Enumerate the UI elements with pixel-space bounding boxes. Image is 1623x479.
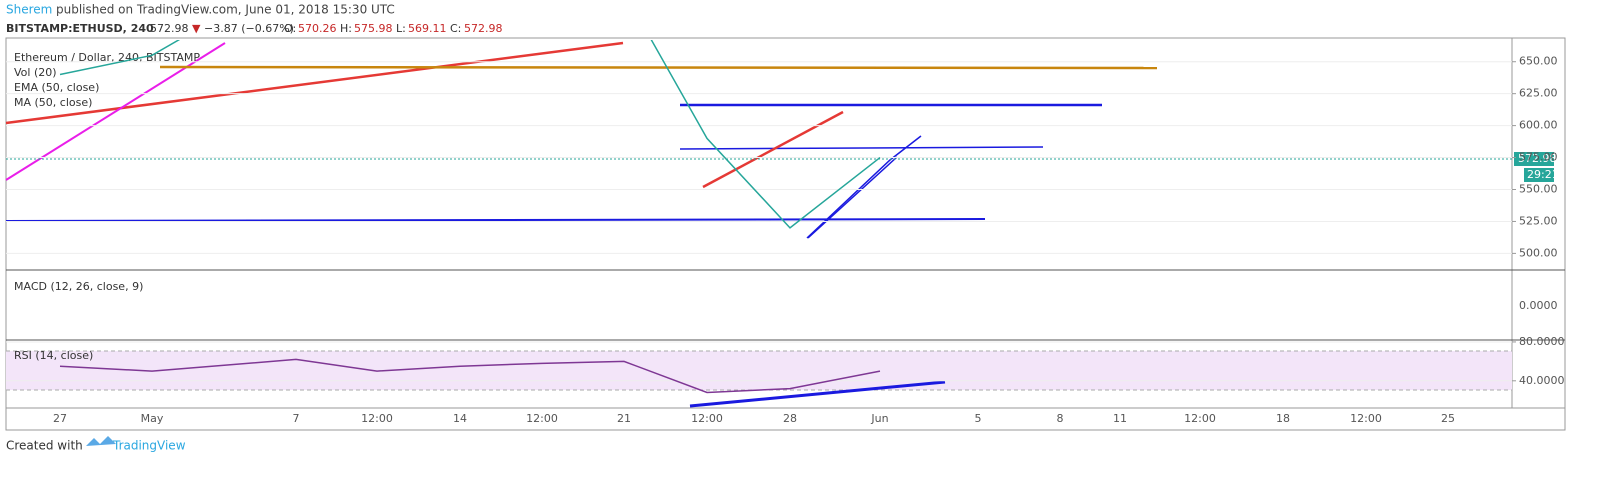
countdown-bg	[1524, 168, 1554, 182]
x-tick-label: Jun	[870, 412, 888, 425]
y-tick-label: 525.00	[1519, 214, 1558, 227]
horizontal-line	[679, 146, 1044, 150]
l: 569.11	[408, 22, 447, 35]
x-tick-label: May	[141, 412, 164, 425]
rsi-band	[6, 351, 1512, 390]
x-tick-label: 8	[1057, 412, 1064, 425]
horizontal-line	[5, 218, 986, 222]
x-tick-label: 18	[1276, 412, 1290, 425]
chart-frame	[5, 37, 1566, 431]
macd-tick-label: 0.0000	[1519, 299, 1558, 312]
series-line	[59, 358, 881, 394]
h: 575.98	[354, 22, 393, 35]
x-tick-label: 5	[975, 412, 982, 425]
x-tick-label: 7	[293, 412, 300, 425]
y-tick-label: 575.00	[1519, 151, 1558, 164]
legend-entry: Vol (20)	[14, 66, 57, 79]
price-tag: 572.98	[1518, 152, 1557, 165]
published: published on TradingView.com, June 01, 2…	[56, 3, 395, 17]
arrow: ▼	[192, 22, 201, 35]
y-tick-label: 500.00	[1519, 246, 1558, 259]
horizontal-line	[159, 65, 1158, 70]
y-tick-label: 550.00	[1519, 183, 1558, 196]
x-tick-label: 12:00	[526, 412, 558, 425]
tv-logo	[86, 436, 116, 446]
last: 572.98	[150, 22, 189, 35]
c-label: C:	[450, 22, 461, 35]
trend-line	[5, 41, 624, 125]
y-tick-label: 80.0000	[1519, 335, 1565, 348]
price-tag-bg	[1514, 152, 1554, 166]
x-tick-label: 12:00	[691, 412, 723, 425]
x-tick-label: 12:00	[1184, 412, 1216, 425]
legend-entry: MA (50, close)	[14, 96, 92, 109]
legend-entry: EMA (50, close)	[14, 81, 99, 94]
countdown: 29:21	[1527, 168, 1559, 181]
o: 570.26	[298, 22, 337, 35]
x-tick-label: 28	[783, 412, 797, 425]
change: −3.87 (−0.67%)	[204, 22, 294, 35]
x-tick-label: 25	[1441, 412, 1455, 425]
h-label: H:	[340, 22, 352, 35]
series-line	[59, 40, 881, 229]
x-tick-label: 11	[1113, 412, 1127, 425]
triangle-line	[806, 135, 922, 239]
macd-title: MACD (12, 26, close, 9)	[14, 280, 143, 293]
x-tick-label: 21	[617, 412, 631, 425]
x-tick-label: 12:00	[361, 412, 393, 425]
c: 572.98	[464, 22, 503, 35]
y-tick-label: 625.00	[1519, 87, 1558, 100]
y-tick-label: 40.0000	[1519, 374, 1565, 387]
author[interactable]: Sherem	[6, 3, 52, 17]
x-tick-label: 14	[453, 412, 467, 425]
symbol-name: BITSTAMP:ETHUSD, 240	[6, 22, 154, 35]
o-label: O:	[284, 22, 296, 35]
l-label: L:	[396, 22, 406, 35]
trend-line	[689, 380, 946, 408]
x-tick-label: 27	[53, 412, 67, 425]
triangle-line	[807, 156, 898, 239]
y-tick-label: 600.00	[1519, 119, 1558, 132]
y-tick-label: 650.00	[1519, 55, 1558, 68]
x-tick-label: 12:00	[1350, 412, 1382, 425]
brand[interactable]: TradingView	[112, 439, 186, 453]
symbol-line: BITSTAMP:ETHUSD, 240 572.98 ▼ −3.87 (−0.…	[6, 22, 503, 35]
trend-line	[702, 110, 844, 189]
drawings	[5, 41, 1158, 408]
created-with: Created with	[6, 439, 83, 453]
rsi-title: RSI (14, close)	[14, 349, 93, 362]
